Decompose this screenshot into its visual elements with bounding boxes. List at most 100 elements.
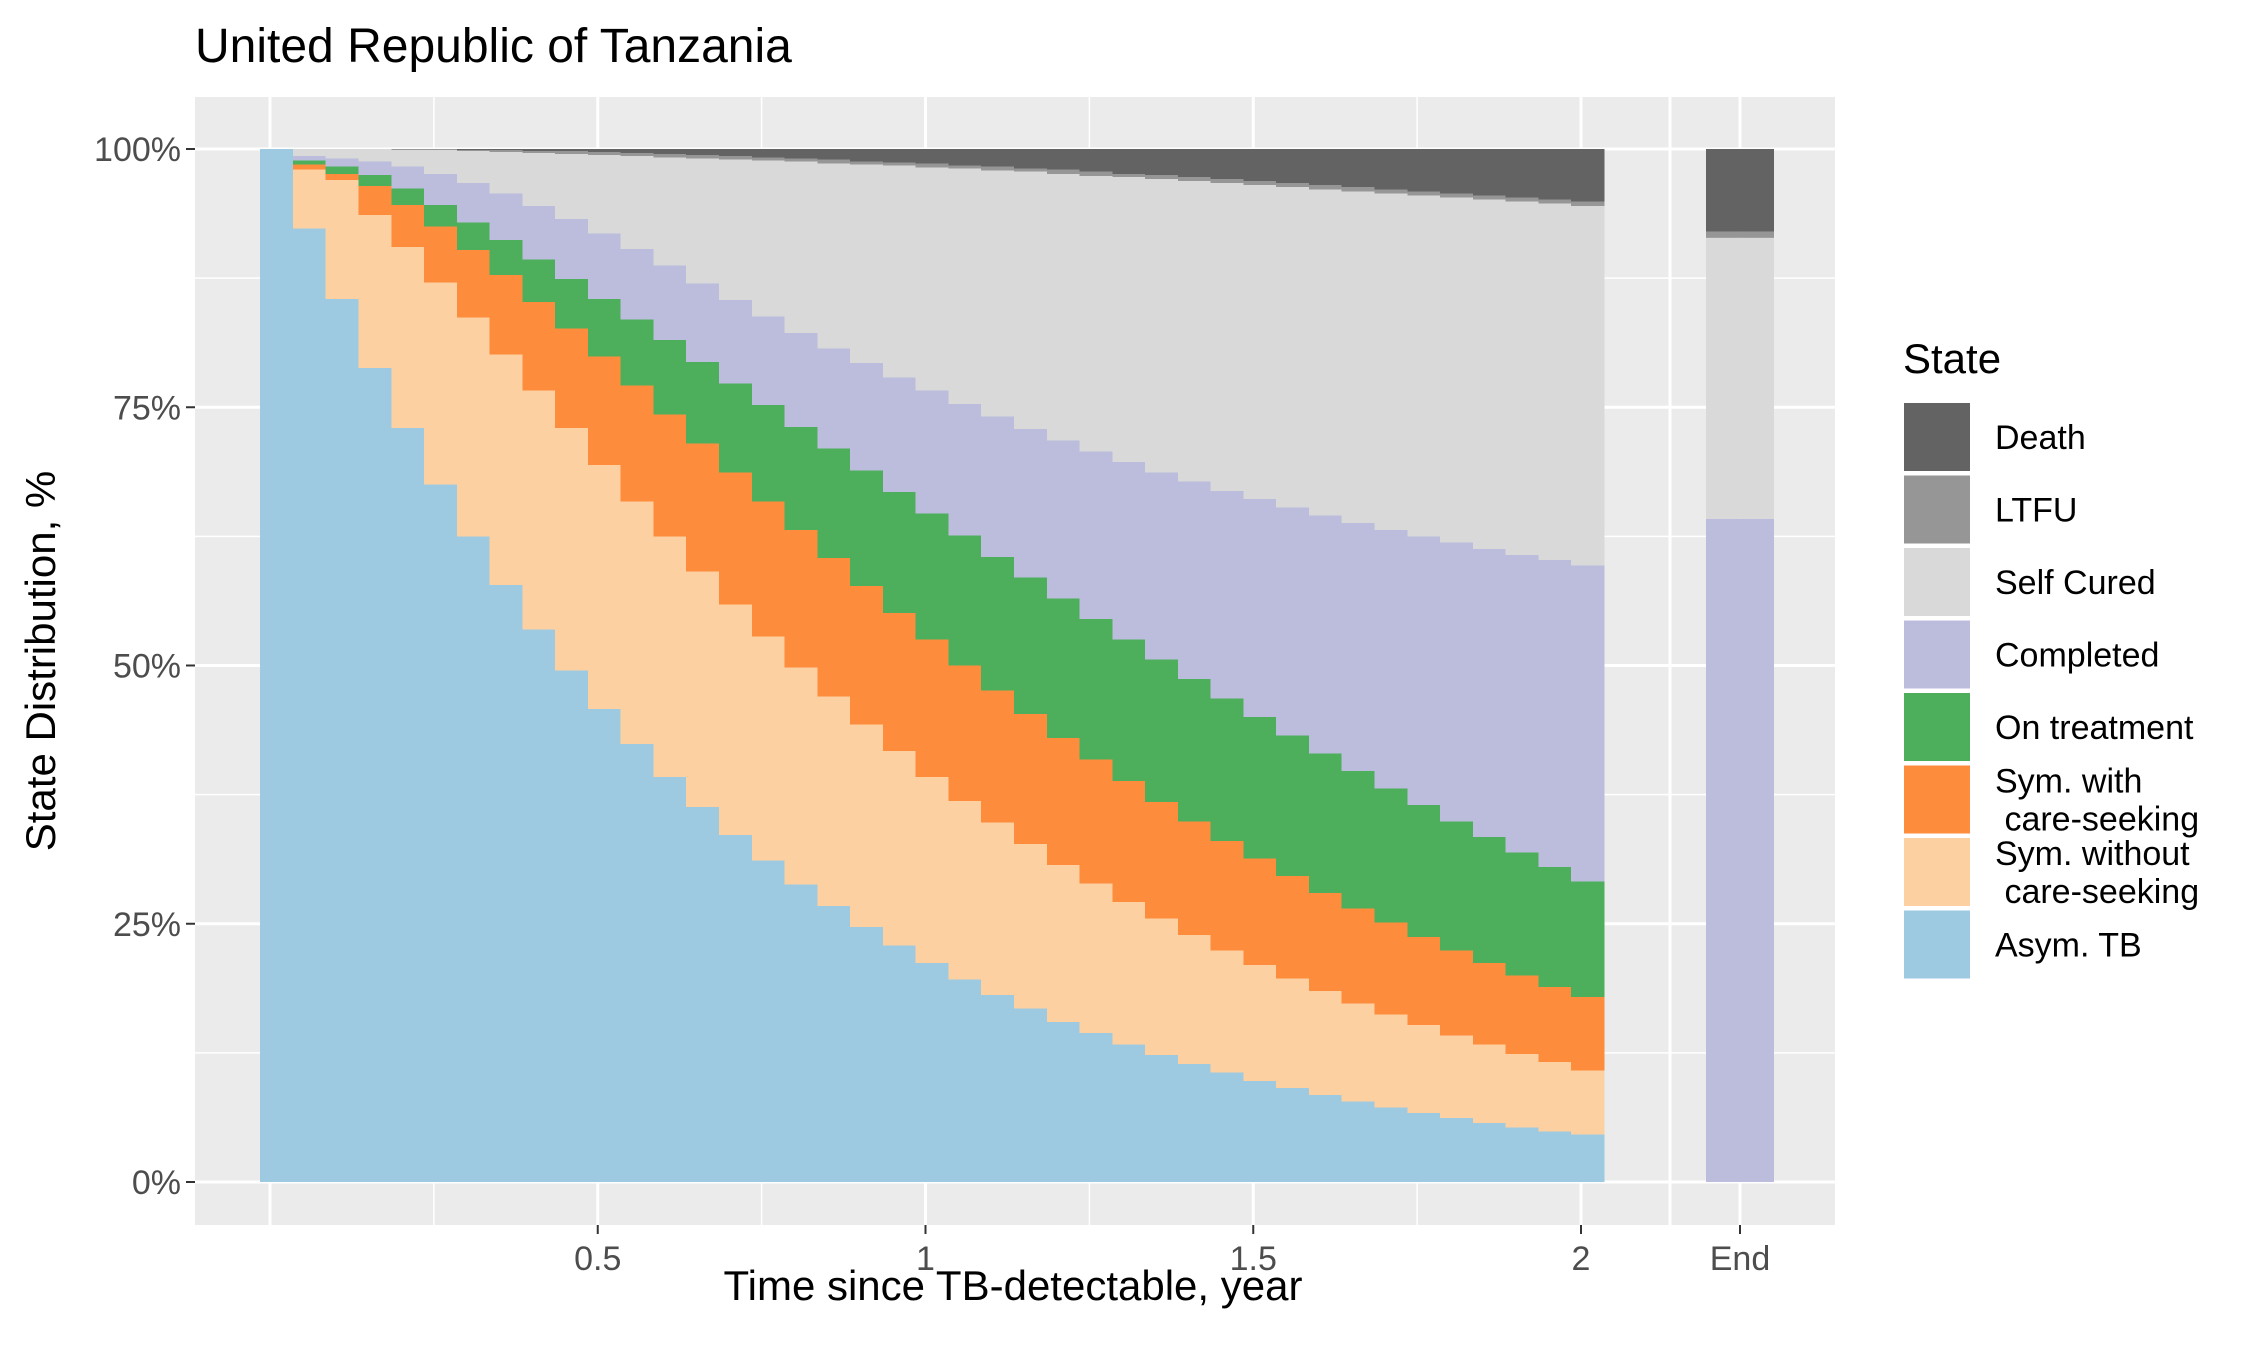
bar-self-cured <box>719 159 753 300</box>
bar-on-treatment <box>751 405 786 502</box>
bar-ltfu <box>882 162 917 166</box>
bar-sym-without-care-seeking <box>1177 935 1212 1065</box>
y-tick-label: 25% <box>113 906 181 944</box>
bar-sym-without-care-seeking <box>1210 950 1245 1073</box>
bar-completed <box>1079 451 1113 620</box>
bar-ltfu <box>1374 189 1408 194</box>
bar-ltfu <box>1112 173 1146 177</box>
bar-completed <box>1013 428 1048 578</box>
bar-sym-with-care-seeking <box>522 301 556 391</box>
bar-on-treatment <box>292 160 327 165</box>
bar-on-treatment <box>456 222 491 251</box>
end-bar <box>1706 149 1774 1182</box>
legend-key-completed <box>1902 618 1972 691</box>
bar-asym-tb <box>686 807 720 1182</box>
bar-on-treatment <box>686 361 720 444</box>
bar-self-cured <box>751 160 786 317</box>
bar-on-treatment <box>1145 659 1179 802</box>
bar-completed <box>1276 507 1310 736</box>
bar-self-cured <box>1145 178 1179 473</box>
bar-asym-tb <box>948 979 982 1182</box>
bar-death <box>1145 149 1179 175</box>
x-tick-label: End <box>1710 1240 1771 1278</box>
bar-asym-tb <box>1079 1033 1113 1182</box>
legend-key-on-treatment <box>1902 691 1972 763</box>
bar-sym-without-care-seeking <box>1374 1014 1408 1108</box>
bar-ltfu <box>1505 197 1539 202</box>
bar-sym-without-care-seeking <box>1145 918 1179 1055</box>
bar-death <box>981 149 1015 167</box>
bar-asym-tb <box>522 629 556 1182</box>
bar-on-treatment <box>489 239 523 276</box>
y-tick-label: 75% <box>113 389 181 427</box>
bar-self-cured <box>1079 175 1113 452</box>
bar-ltfu <box>522 151 556 154</box>
legend-key-ltfu <box>1902 473 1972 546</box>
bar-self-cured <box>1440 197 1474 543</box>
bar-completed <box>489 193 523 240</box>
bar-ltfu <box>1046 169 1081 174</box>
bar-asym-tb <box>1538 1131 1572 1182</box>
x-tick-label: 1 <box>916 1240 935 1278</box>
bar-sym-with-care-seeking <box>751 501 786 637</box>
bar-on-treatment <box>424 204 458 227</box>
y-tick-label: 100% <box>94 131 181 169</box>
bar-sym-without-care-seeking <box>1571 1070 1605 1135</box>
bar-sym-with-care-seeking <box>456 250 491 318</box>
bar-sym-without-care-seeking <box>1472 1044 1507 1124</box>
bar-sym-with-care-seeking <box>1440 950 1474 1036</box>
bar-self-cured <box>686 158 720 284</box>
bar-sym-with-care-seeking <box>1472 963 1507 1045</box>
legend-key-sym-with-care-seeking <box>1902 763 1972 836</box>
bar-completed <box>1538 560 1572 867</box>
y-axis-title: State Distribution, % <box>17 471 64 852</box>
bar-on-treatment <box>850 470 884 586</box>
bar-asym-tb <box>292 228 327 1182</box>
bar-ltfu <box>719 156 753 160</box>
bar-death <box>653 149 687 155</box>
bar-death <box>1571 149 1605 202</box>
bar-completed <box>1177 481 1212 679</box>
bar-asym-tb <box>981 995 1015 1182</box>
bar-sym-without-care-seeking <box>981 822 1015 996</box>
bar-ltfu <box>817 159 851 164</box>
bar-self-cured <box>882 165 917 378</box>
bar-asym-tb <box>751 860 786 1182</box>
bar-death <box>522 149 556 152</box>
bar-asym-tb <box>587 708 622 1182</box>
bar-self-cured <box>1112 176 1146 462</box>
bar-on-treatment <box>653 340 687 415</box>
bar-sym-with-care-seeking <box>1407 937 1441 1025</box>
bar-death <box>1243 149 1277 182</box>
bar-sym-without-care-seeking <box>489 354 523 585</box>
bar-completed <box>784 332 818 427</box>
bar-asym-tb <box>260 149 294 1182</box>
bar-sym-with-care-seeking <box>948 665 982 801</box>
bar-sym-with-care-seeking <box>489 275 523 355</box>
bar-sym-with-care-seeking <box>620 385 655 502</box>
bar-sym-without-care-seeking <box>424 282 458 485</box>
bar-sym-with-care-seeking <box>391 204 425 248</box>
bar-sym-without-care-seeking <box>686 571 720 808</box>
bar-sym-without-care-seeking <box>1112 902 1146 1045</box>
bar-asym-tb <box>915 963 950 1182</box>
bar-ltfu <box>1472 195 1507 200</box>
bar-asym-tb <box>325 298 360 1182</box>
bar-self-cured <box>1505 201 1539 555</box>
bar-sym-with-care-seeking <box>719 472 753 605</box>
bar-asym-tb <box>850 926 884 1182</box>
bar-asym-tb <box>1112 1044 1146 1182</box>
bar-ltfu <box>915 163 950 168</box>
bar-on-treatment <box>1374 788 1408 923</box>
bar-death <box>1472 149 1507 196</box>
bar-self-cured <box>1276 187 1310 508</box>
legend-label: On treatment <box>1995 709 2194 747</box>
bar-on-treatment <box>1407 804 1441 938</box>
bar-sym-without-care-seeking <box>620 501 655 745</box>
legend-key-sym-without-care-seeking <box>1902 836 1972 908</box>
bar-sym-without-care-seeking <box>358 215 392 368</box>
bar-on-treatment <box>522 259 556 302</box>
bar-ltfu <box>751 157 786 161</box>
bar-death <box>784 149 818 159</box>
bar-sym-without-care-seeking <box>1341 1003 1376 1102</box>
